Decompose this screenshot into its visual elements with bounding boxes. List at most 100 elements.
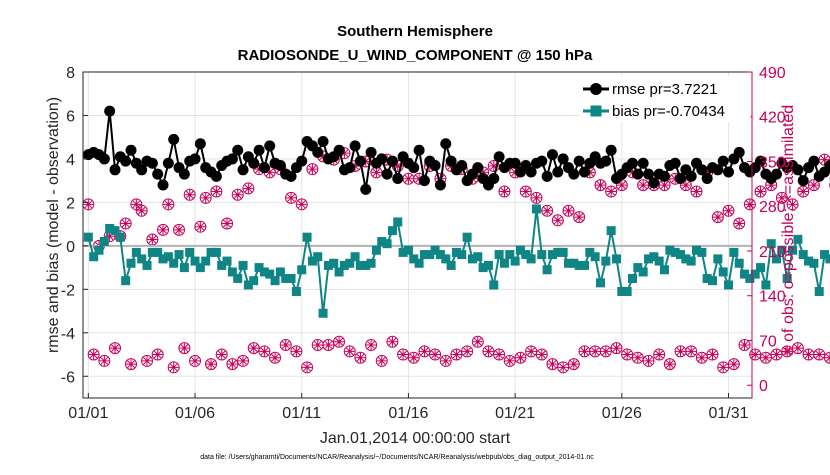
bias-marker xyxy=(719,267,728,276)
rmse-marker xyxy=(408,162,419,173)
bias-marker xyxy=(543,265,552,274)
bias-marker xyxy=(121,276,130,285)
rmse-marker xyxy=(126,145,137,156)
rmse-marker xyxy=(414,145,425,156)
x-tick-label: 01/01 xyxy=(68,405,108,422)
bias-marker xyxy=(223,257,232,266)
bias-marker xyxy=(527,254,536,263)
y-tick-label: 0 xyxy=(66,239,75,256)
y-axis-label: rmse and bias (model - observation) xyxy=(45,97,62,353)
assimilated-obs-marker xyxy=(163,199,173,209)
rmse-marker xyxy=(456,160,467,171)
assimilated-obs-marker xyxy=(142,356,152,366)
x-axis-label: Jan.01,2014 00:00:00 start xyxy=(320,430,511,447)
rmse-marker xyxy=(334,145,345,156)
assimilated-obs-marker xyxy=(291,346,301,356)
bias-marker xyxy=(447,261,456,270)
legend: rmse pr=3.7221 bias pr=-0.70434 xyxy=(580,76,750,122)
rmse-marker xyxy=(382,169,393,180)
bias-marker xyxy=(484,261,493,270)
x-tick-label: 01/31 xyxy=(709,405,749,422)
x-tick-label: 01/16 xyxy=(388,405,428,422)
bias-marker xyxy=(329,259,338,268)
rmse-marker xyxy=(318,136,329,147)
rmse-marker xyxy=(147,158,158,169)
rmse-marker xyxy=(494,151,505,162)
rmse-marker xyxy=(179,169,190,180)
assimilated-obs-marker xyxy=(137,206,147,216)
bias-marker xyxy=(185,248,194,257)
bias-marker xyxy=(729,248,738,257)
bias-marker xyxy=(180,263,189,272)
assimilated-obs-marker xyxy=(190,356,200,366)
assimilated-obs-marker xyxy=(451,350,461,360)
bias-marker xyxy=(607,226,616,235)
bias-marker xyxy=(532,204,541,213)
assimilated-obs-marker xyxy=(526,346,536,356)
rmse-marker xyxy=(168,134,179,145)
assimilated-obs-marker xyxy=(606,187,616,197)
assimilated-obs-marker xyxy=(131,199,141,209)
bias-marker xyxy=(735,259,744,268)
assimilated-obs-marker xyxy=(494,350,504,360)
assimilated-obs-marker xyxy=(249,343,259,353)
bias-marker xyxy=(628,274,637,283)
rmse-marker xyxy=(632,169,643,180)
assimilated-obs-marker xyxy=(222,218,232,228)
assimilated-obs-marker xyxy=(387,337,397,347)
assimilated-obs-marker xyxy=(718,362,728,372)
rmse-marker xyxy=(659,171,670,182)
bias-marker xyxy=(639,267,648,276)
y-tick-label: -4 xyxy=(61,326,75,343)
assimilated-obs-marker xyxy=(398,350,408,360)
assimilated-obs-marker xyxy=(676,346,686,356)
assimilated-obs-marker xyxy=(441,356,451,366)
y-tick-label: 6 xyxy=(66,108,75,125)
rmse-marker xyxy=(392,173,403,184)
data-file-footnote: data file: /Users/gharamti/Documents/NCA… xyxy=(200,454,594,461)
assimilated-obs-marker xyxy=(377,356,387,366)
bias-marker xyxy=(687,257,696,266)
assimilated-obs-marker xyxy=(553,215,563,225)
assimilated-obs-marker xyxy=(745,199,755,209)
rmse-marker xyxy=(259,162,270,173)
bias-marker xyxy=(212,248,221,257)
rmse-marker xyxy=(248,158,259,169)
rmse-marker xyxy=(344,162,355,173)
rmse-marker xyxy=(254,145,265,156)
bias-marker xyxy=(591,252,600,261)
rmse-marker xyxy=(670,158,681,169)
assimilated-obs-marker xyxy=(569,359,579,369)
rmse-marker xyxy=(552,166,563,177)
y-tick-label: 8 xyxy=(66,65,75,82)
assimilated-obs-marker xyxy=(366,340,376,350)
assimilated-obs-marker xyxy=(217,350,227,360)
rmse-marker xyxy=(99,153,110,164)
assimilated-obs-marker xyxy=(259,346,269,356)
bias-marker xyxy=(233,274,242,283)
rmse-marker xyxy=(798,175,809,186)
bias-marker xyxy=(724,280,733,289)
bias-marker xyxy=(84,233,93,242)
rmse-marker xyxy=(312,147,323,158)
rmse-marker xyxy=(808,156,819,167)
rmse-marker xyxy=(104,106,115,117)
bias-marker xyxy=(809,259,818,268)
rmse-marker xyxy=(568,169,579,180)
assimilated-obs-marker xyxy=(734,218,744,228)
bias-marker xyxy=(473,252,482,261)
assimilated-obs-marker xyxy=(590,346,600,356)
bias-marker xyxy=(457,250,466,259)
assimilated-obs-marker xyxy=(505,356,515,366)
rmse-marker xyxy=(472,162,483,173)
bias-marker xyxy=(143,261,152,270)
assimilated-obs-marker xyxy=(158,225,168,235)
bias-marker xyxy=(404,246,413,255)
y-right-tick-label: 0 xyxy=(759,378,768,395)
assimilated-obs-marker xyxy=(761,353,771,363)
assimilated-obs-marker xyxy=(281,340,291,350)
assimilated-obs-marker xyxy=(355,353,365,363)
assimilated-obs-marker xyxy=(809,180,819,190)
assimilated-obs-marker xyxy=(211,187,221,197)
